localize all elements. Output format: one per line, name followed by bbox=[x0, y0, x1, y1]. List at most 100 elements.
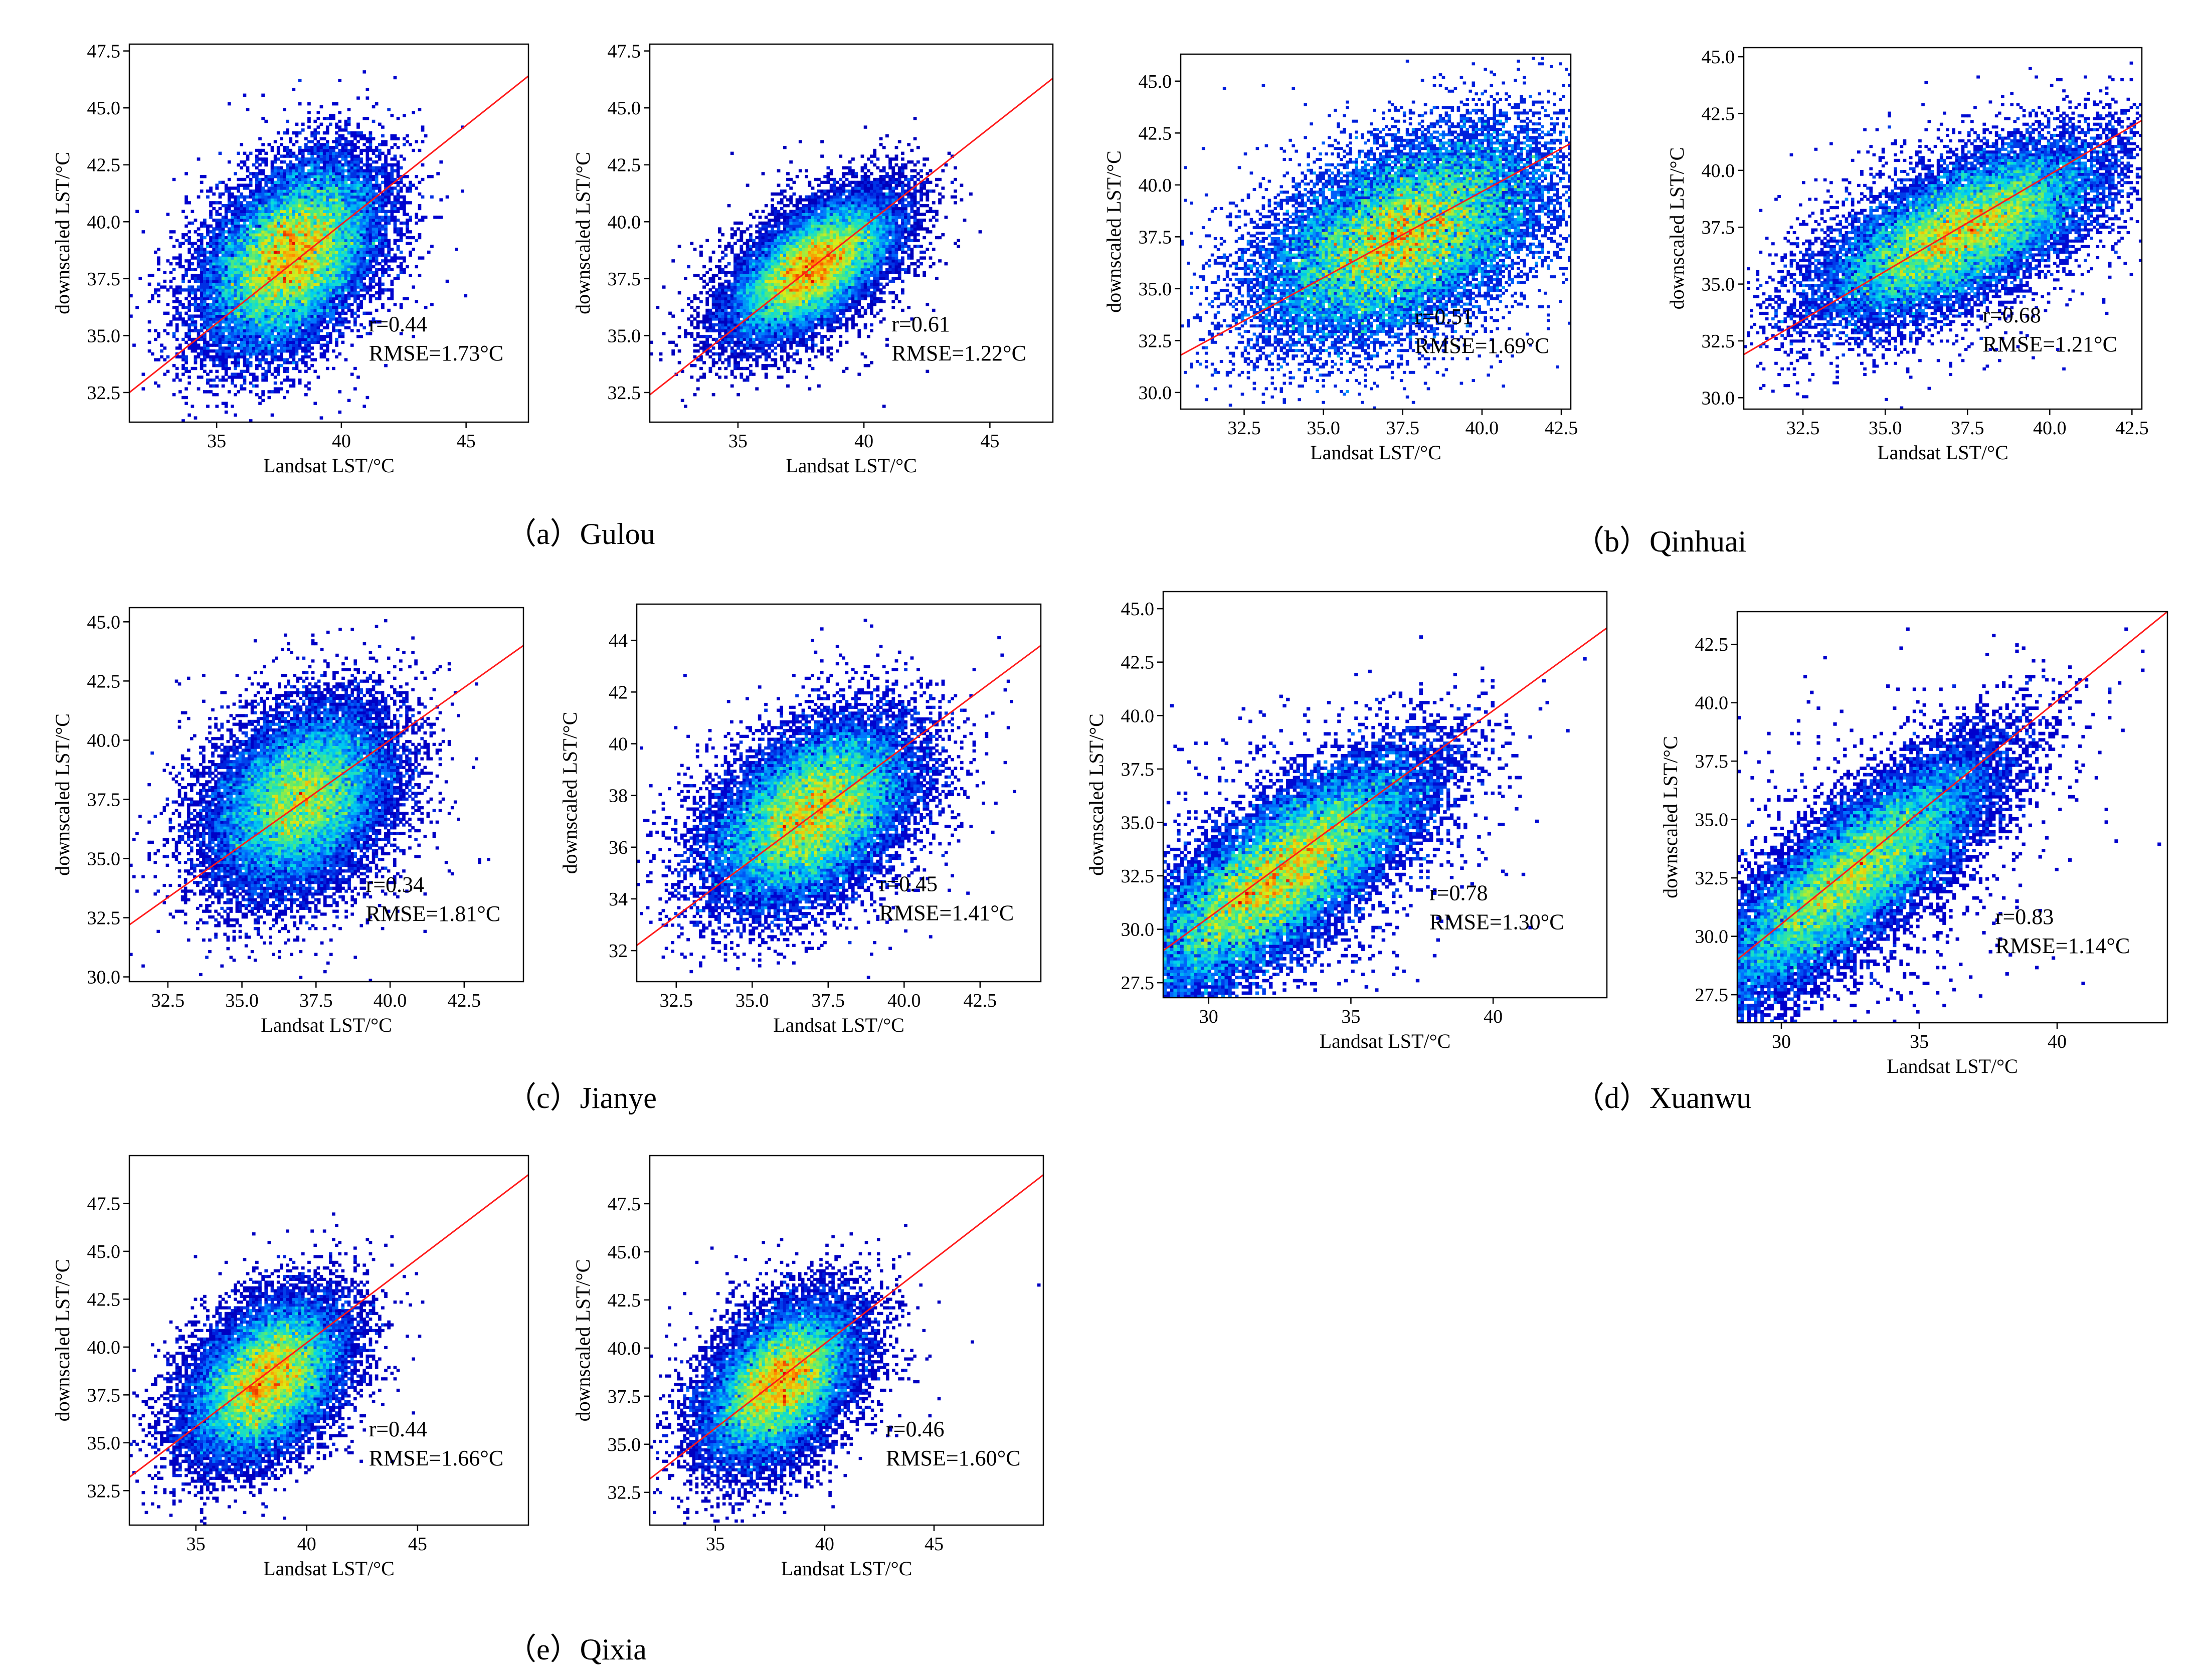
density-cell bbox=[316, 277, 320, 280]
density-cell bbox=[814, 343, 818, 347]
density-cell bbox=[206, 303, 210, 306]
density-cell bbox=[221, 274, 225, 277]
density-cell bbox=[267, 326, 271, 329]
density-cell bbox=[350, 265, 354, 269]
density-cell bbox=[740, 366, 744, 370]
density-cell bbox=[240, 192, 244, 196]
density-cell bbox=[335, 224, 338, 228]
density-cell bbox=[175, 355, 179, 358]
density-cell bbox=[344, 326, 348, 329]
density-cell bbox=[215, 242, 219, 245]
density-cell bbox=[203, 340, 207, 344]
density-cell bbox=[727, 332, 731, 335]
density-cell bbox=[286, 148, 289, 152]
density-cell bbox=[359, 253, 363, 257]
density-cell bbox=[369, 146, 373, 149]
density-cell bbox=[761, 332, 765, 335]
density-cell bbox=[332, 349, 335, 353]
density-cell bbox=[237, 224, 240, 228]
density-cell bbox=[768, 337, 771, 341]
density-cell bbox=[353, 245, 357, 248]
density-cell bbox=[237, 285, 240, 289]
density-cell bbox=[218, 291, 222, 295]
density-cell bbox=[350, 311, 354, 315]
density-cell bbox=[390, 180, 394, 184]
density-cell bbox=[283, 311, 286, 315]
density-cell bbox=[329, 169, 332, 172]
density-cell bbox=[240, 343, 244, 347]
density-cell bbox=[304, 242, 308, 245]
density-cell bbox=[221, 268, 225, 271]
density-cell bbox=[307, 102, 311, 106]
density-cell bbox=[215, 294, 219, 298]
density-cell bbox=[246, 175, 250, 178]
density-cell bbox=[319, 201, 323, 205]
density-cell bbox=[286, 332, 289, 335]
density-cell bbox=[341, 297, 345, 300]
density-cell bbox=[218, 300, 222, 303]
density-cell bbox=[270, 361, 274, 364]
density-cell bbox=[292, 253, 296, 257]
density-cell bbox=[276, 300, 280, 303]
density-cell bbox=[390, 213, 394, 216]
density-cell bbox=[424, 134, 428, 138]
density-cell bbox=[221, 204, 225, 208]
density-cell bbox=[329, 157, 332, 161]
density-cell bbox=[365, 198, 370, 202]
density-cell bbox=[270, 288, 274, 292]
density-cell bbox=[322, 303, 326, 306]
density-cell bbox=[313, 180, 317, 184]
density-cell bbox=[240, 349, 244, 353]
density-cell bbox=[362, 224, 367, 228]
density-cell bbox=[191, 366, 195, 370]
density-cell bbox=[375, 233, 379, 237]
density-cell bbox=[378, 236, 382, 240]
density-cell bbox=[286, 239, 289, 242]
density-cell bbox=[304, 230, 308, 234]
density-cell bbox=[249, 233, 253, 237]
density-cell bbox=[384, 224, 388, 228]
density-cell bbox=[224, 253, 228, 257]
density-cell bbox=[243, 163, 247, 167]
density-cell bbox=[200, 175, 204, 178]
density-cell bbox=[362, 117, 367, 120]
density-cell bbox=[276, 224, 280, 228]
density-cell bbox=[209, 262, 213, 266]
density-cell bbox=[240, 265, 244, 269]
density-cell bbox=[280, 154, 283, 158]
density-cell bbox=[322, 271, 326, 274]
density-cell bbox=[231, 294, 234, 298]
density-cell bbox=[276, 250, 280, 254]
density-cell bbox=[270, 303, 274, 306]
density-cell bbox=[246, 317, 250, 321]
density-cell bbox=[403, 256, 406, 260]
density-cell bbox=[255, 245, 259, 248]
density-cell bbox=[332, 102, 335, 106]
density-cell bbox=[316, 183, 320, 187]
density-cell bbox=[332, 248, 335, 251]
density-cell bbox=[316, 250, 320, 254]
density-cell bbox=[240, 291, 244, 295]
density-cell bbox=[403, 114, 406, 117]
density-cell bbox=[329, 117, 332, 120]
density-cell bbox=[381, 163, 385, 167]
density-cell bbox=[231, 291, 234, 295]
density-cell bbox=[237, 390, 240, 394]
density-cell bbox=[329, 163, 332, 167]
density-cell bbox=[399, 239, 403, 242]
density-cell bbox=[341, 288, 345, 292]
density-cell bbox=[286, 262, 289, 266]
density-cell bbox=[218, 329, 222, 332]
density-cell bbox=[350, 279, 354, 283]
density-cell bbox=[786, 335, 790, 338]
density-cell bbox=[350, 140, 354, 143]
density-cell bbox=[231, 186, 234, 190]
density-cell bbox=[292, 291, 296, 295]
density-cell bbox=[206, 250, 210, 254]
density-cell bbox=[283, 219, 286, 222]
density-cell bbox=[711, 364, 715, 367]
density-cell bbox=[270, 291, 274, 295]
density-cell bbox=[234, 335, 237, 338]
density-cell bbox=[329, 256, 332, 260]
density-cell bbox=[212, 192, 216, 196]
